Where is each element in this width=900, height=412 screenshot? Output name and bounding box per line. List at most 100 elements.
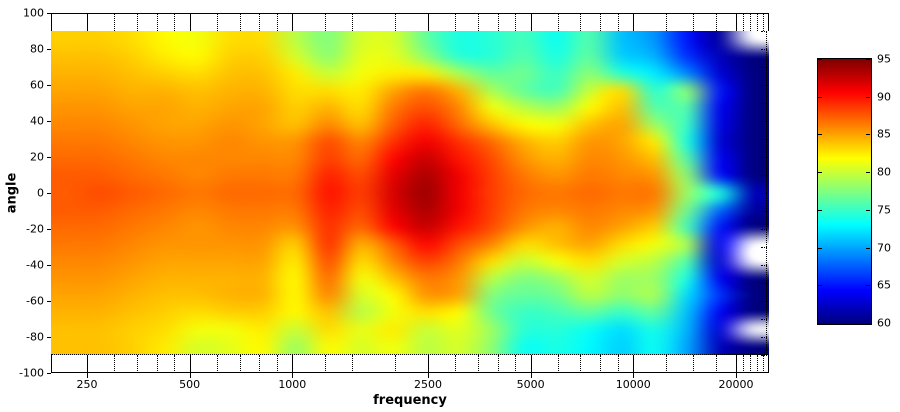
x-minor-tick-top xyxy=(515,13,517,31)
y-minor-tick-right xyxy=(761,157,767,158)
x-minor-tick-bottom xyxy=(325,355,327,373)
x-major-tick-bottom xyxy=(530,355,532,378)
y-major-tick xyxy=(47,373,51,374)
x-major-tick-top xyxy=(189,13,191,31)
x-minor-tick-bottom xyxy=(515,355,517,373)
colorbar-tick-right xyxy=(866,172,870,174)
colorbar-tick-left xyxy=(818,59,822,60)
y-tick-label: 80 xyxy=(30,42,44,56)
y-minor-tick-right xyxy=(761,211,767,212)
x-minor-tick-top xyxy=(156,13,158,31)
x-minor-tick-bottom xyxy=(394,355,396,373)
y-major-tick xyxy=(47,193,51,194)
x-minor-tick-bottom xyxy=(276,355,278,373)
x-minor-tick-top xyxy=(174,13,176,31)
y-minor-tick-right xyxy=(761,175,767,176)
colorbar-tick-left xyxy=(818,323,822,324)
x-tick-label: 5000 xyxy=(516,378,545,391)
x-minor-tick-bottom xyxy=(762,355,764,373)
y-major-tick xyxy=(47,157,51,158)
y-tick-label: -80 xyxy=(26,330,44,344)
x-minor-tick-top xyxy=(750,13,752,31)
y-major-tick xyxy=(47,49,51,50)
x-minor-tick-bottom xyxy=(136,355,138,373)
x-minor-tick-bottom xyxy=(174,355,176,373)
x-major-tick-bottom xyxy=(633,355,635,378)
colorbar-tick-label: 65 xyxy=(877,278,891,292)
x-minor-tick-bottom xyxy=(557,355,559,373)
x-minor-tick-bottom xyxy=(743,355,745,373)
x-major-tick-top xyxy=(735,13,737,31)
colorbar-tick-right xyxy=(866,247,870,249)
x-minor-tick-top xyxy=(352,13,354,31)
x-minor-tick-top xyxy=(743,13,745,31)
x-minor-tick-top xyxy=(325,13,327,31)
colorbar-tick-right xyxy=(866,59,870,60)
x-minor-tick-top xyxy=(666,13,668,31)
x-minor-tick-bottom xyxy=(216,355,218,373)
y-tick-label: 40 xyxy=(30,114,44,128)
x-minor-tick-top xyxy=(693,13,695,31)
y-tick-label: -40 xyxy=(26,258,44,272)
y-major-tick xyxy=(47,337,51,338)
x-tick-label: 500 xyxy=(179,378,201,391)
x-minor-tick-top xyxy=(762,13,764,31)
x-major-tick-top xyxy=(633,13,635,31)
x-major-tick-top xyxy=(530,13,532,31)
colorbar-tick-left xyxy=(818,172,822,174)
colorbar-tick-left xyxy=(818,247,822,249)
y-minor-tick-right xyxy=(761,319,767,320)
y-minor-tick-right xyxy=(761,265,767,266)
x-major-tick-bottom xyxy=(189,355,191,378)
y-minor-tick-right xyxy=(761,139,767,140)
x-major-tick-bottom xyxy=(428,355,430,378)
x-minor-tick-bottom xyxy=(455,355,457,373)
x-minor-tick-bottom xyxy=(716,355,718,373)
colorbar-tick-left xyxy=(818,134,822,136)
colorbar-canvas xyxy=(818,59,871,324)
colorbar-tick-label: 75 xyxy=(877,203,891,217)
colorbar-tick-right xyxy=(866,96,870,98)
x-minor-tick-bottom xyxy=(750,355,752,373)
x-minor-tick-bottom xyxy=(114,355,116,373)
x-minor-tick-top xyxy=(756,13,758,31)
x-minor-tick-top xyxy=(239,13,241,31)
x-minor-tick-top xyxy=(136,13,138,31)
x-minor-tick-bottom xyxy=(756,355,758,373)
x-tick-label: 1000 xyxy=(278,378,307,391)
x-minor-tick-bottom xyxy=(580,355,582,373)
x-minor-tick-top xyxy=(455,13,457,31)
colorbar-tick-left xyxy=(818,96,822,98)
x-minor-tick-top xyxy=(580,13,582,31)
x-minor-tick-top xyxy=(716,13,718,31)
x-tick-label: 20000 xyxy=(718,378,754,391)
x-tick-label: 2500 xyxy=(414,378,443,391)
colorbar-tick-left xyxy=(818,285,822,287)
x-minor-tick-top xyxy=(477,13,479,31)
y-tick-label: 100 xyxy=(23,6,44,20)
y-minor-tick-right xyxy=(761,103,767,104)
x-minor-tick-top xyxy=(497,13,499,31)
y-minor-tick-right xyxy=(761,337,767,338)
y-minor-tick-right xyxy=(761,355,767,356)
y-major-tick xyxy=(47,85,51,86)
x-major-tick-top xyxy=(428,13,430,31)
x-minor-tick-bottom xyxy=(259,355,261,373)
colorbar-box xyxy=(817,58,872,325)
x-minor-tick-bottom xyxy=(666,355,668,373)
y-minor-tick-right xyxy=(761,193,767,194)
y-tick-label: 60 xyxy=(30,78,44,92)
y-minor-tick-right xyxy=(761,301,767,302)
x-major-tick-top xyxy=(292,13,294,31)
colorbar-tick-label: 60 xyxy=(877,316,891,330)
y-minor-tick-right xyxy=(761,229,767,230)
x-major-tick-bottom xyxy=(87,355,89,378)
y-major-tick xyxy=(47,229,51,230)
x-minor-tick-bottom xyxy=(352,355,354,373)
x-minor-tick-top xyxy=(557,13,559,31)
x-tick-label: 10000 xyxy=(615,378,651,391)
y-minor-tick-right xyxy=(761,85,767,86)
colorbar-tick-right xyxy=(866,209,870,211)
y-minor-tick-right xyxy=(761,121,767,122)
